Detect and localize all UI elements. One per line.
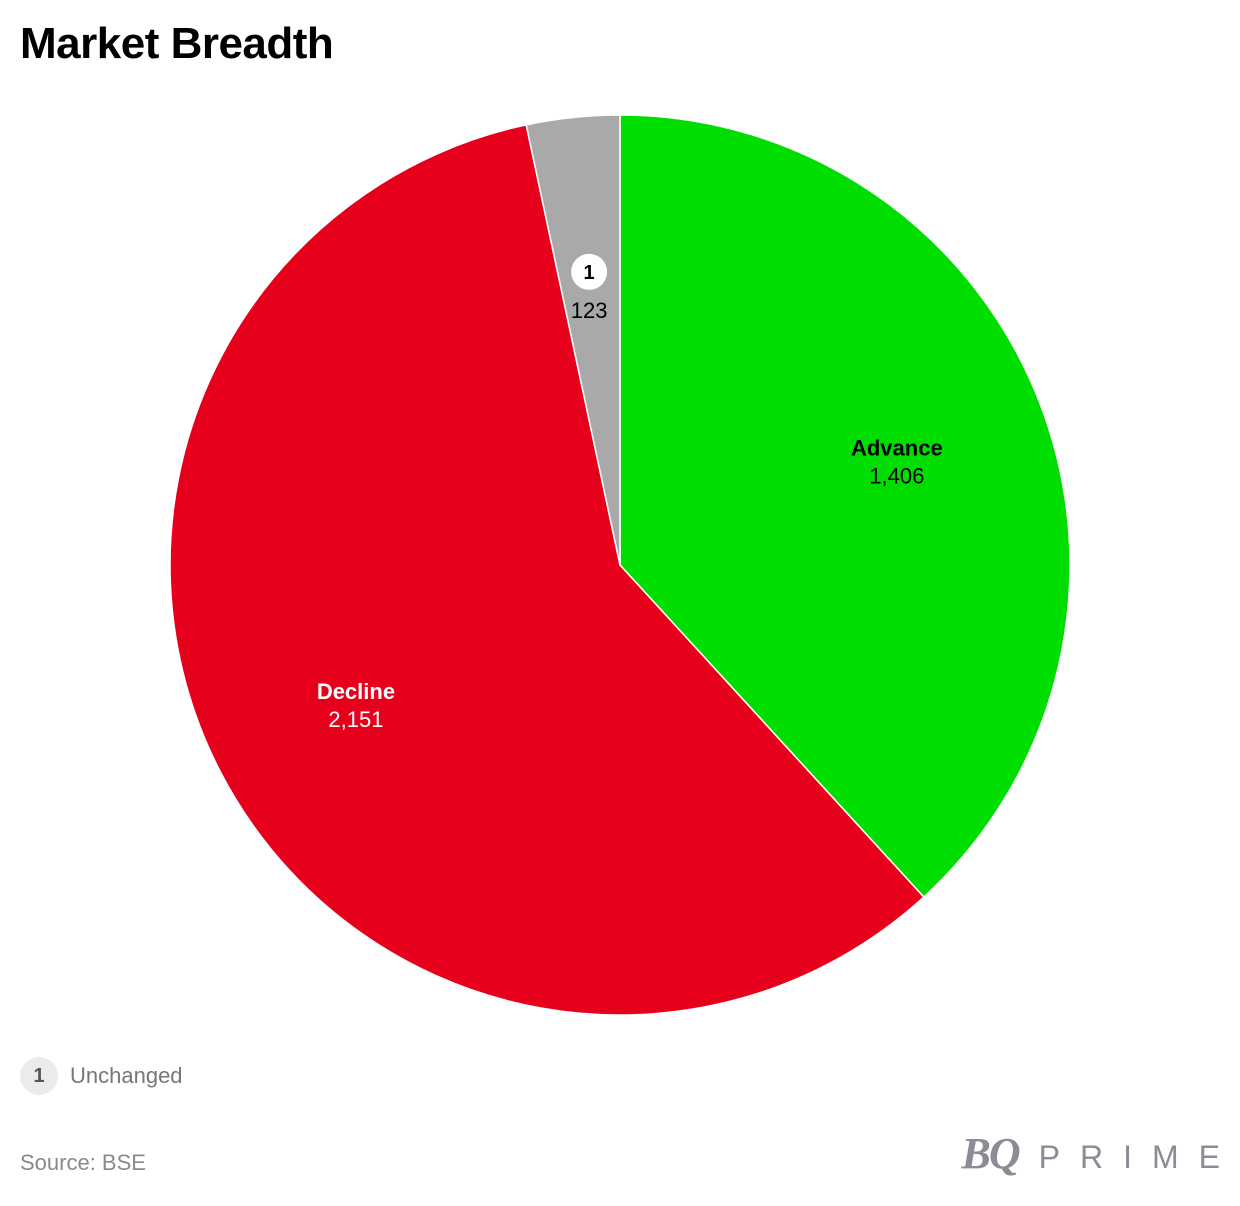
brand-logo-prime: PRIME xyxy=(1038,1139,1240,1175)
data-label-name-advance: Advance xyxy=(851,435,943,460)
data-label-value-unchanged: 123 xyxy=(571,298,608,323)
brand-logo: BQ PRIME xyxy=(962,1128,1220,1179)
brand-logo-bq: BQ xyxy=(961,1129,1021,1178)
footnote-badge-unchanged: 1 xyxy=(584,262,595,284)
legend: 1 Unchanged xyxy=(20,1057,183,1095)
legend-label-unchanged: Unchanged xyxy=(70,1063,183,1088)
data-label-name-decline: Decline xyxy=(317,679,395,704)
pie-chart: Advance 1,406 Decline 2,151 1 123 xyxy=(169,114,1071,1016)
footnote-badge-circle-unchanged xyxy=(571,253,608,290)
data-label-value-advance: 1,406 xyxy=(869,463,924,488)
legend-badge: 1 xyxy=(20,1057,58,1095)
source-note: Source: BSE xyxy=(20,1150,146,1175)
pie-slice-decline xyxy=(169,124,925,1016)
pie-slice-advance xyxy=(619,114,1071,898)
data-label-value-decline: 2,151 xyxy=(328,707,383,732)
pie-labels: Advance 1,406 Decline 2,151 1 123 xyxy=(317,253,943,732)
pie-slices xyxy=(169,114,1071,1016)
chart-title: Market Breadth xyxy=(20,19,334,68)
pie-slice-unchanged xyxy=(525,114,621,566)
